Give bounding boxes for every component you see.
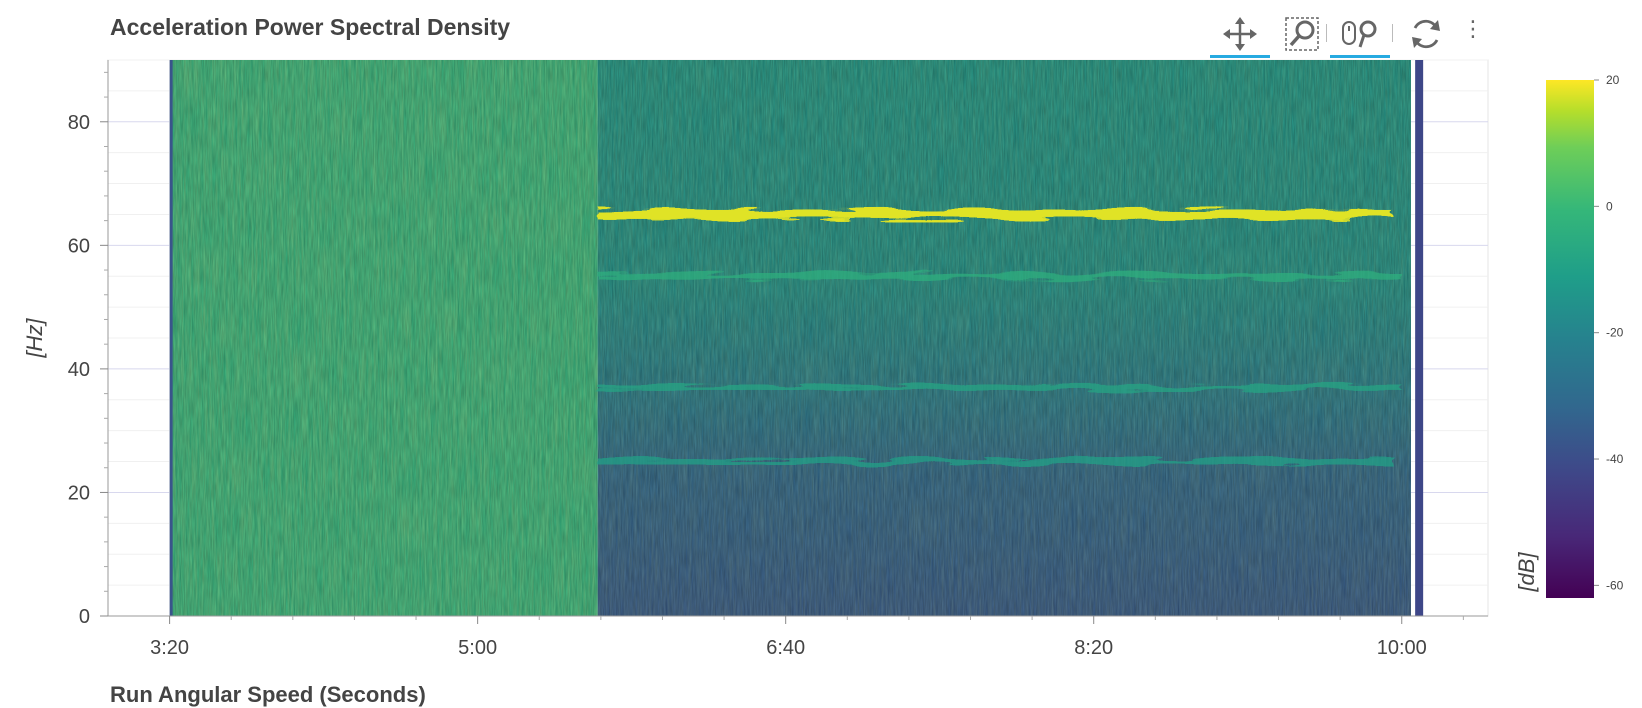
y-tick-label: 80	[68, 112, 90, 134]
y-tick-label: 60	[68, 235, 90, 257]
toolbar-separator	[1392, 24, 1393, 42]
harmonic-band	[597, 384, 1402, 391]
colorbar-tick-label: 20	[1606, 73, 1620, 87]
wheel-zoom-tool-button[interactable]	[1330, 10, 1390, 58]
box-zoom-tool-button[interactable]	[1272, 10, 1332, 58]
axes: 0 20 40 60 80 3:20 5:00 6:40 8:20 10:00 [Hz]	[22, 60, 1488, 659]
colorbar-tick-label: 0	[1606, 199, 1613, 213]
move-arrows-icon	[1223, 17, 1257, 51]
heatmap-texture	[597, 60, 1411, 616]
toolbar-separator	[1326, 24, 1327, 42]
x-tick-label: 3:20	[150, 637, 189, 659]
y-tick-label: 40	[68, 359, 90, 381]
y-tick-label: 20	[68, 482, 90, 504]
y-axis-label: [Hz]	[22, 318, 47, 359]
x-tick-label: 6:40	[766, 637, 805, 659]
y-tick-label: 0	[79, 606, 90, 628]
chart-toolbar: ⋮	[1210, 6, 1484, 58]
colorbar-tick-label: -60	[1606, 578, 1624, 592]
reset-icon	[1412, 19, 1440, 49]
x-tick-label: 10:00	[1377, 637, 1427, 659]
harmonic-band	[597, 209, 1393, 220]
x-axis-title: Run Angular Speed (Seconds)	[110, 682, 426, 707]
heatmap-layer	[169, 60, 1424, 616]
colorbar-tick-label: -20	[1606, 326, 1624, 340]
colorbar-tick-label: -40	[1606, 452, 1624, 466]
box-zoom-icon	[1285, 17, 1319, 51]
chart-title: Acceleration Power Spectral Density	[110, 14, 511, 40]
x-tick-label: 5:00	[458, 637, 497, 659]
harmonic-band	[597, 273, 1402, 280]
heatmap-edge-right	[1415, 60, 1424, 616]
colorbar-gradient	[1546, 80, 1594, 598]
wheel-zoom-icon	[1342, 20, 1377, 48]
heatmap-edge-left	[169, 60, 174, 616]
x-tick-label: 8:20	[1074, 637, 1113, 659]
more-vertical-icon[interactable]: ⋮	[1462, 16, 1484, 41]
heatmap-texture	[172, 60, 598, 616]
pan-tool-button[interactable]	[1210, 10, 1270, 58]
colorbar: 20 0 -20 -40 -60 [dB]	[1514, 73, 1624, 598]
harmonic-band	[597, 458, 1393, 465]
colorbar-label: [dB]	[1514, 552, 1539, 593]
reset-tool-button[interactable]	[1396, 10, 1456, 58]
